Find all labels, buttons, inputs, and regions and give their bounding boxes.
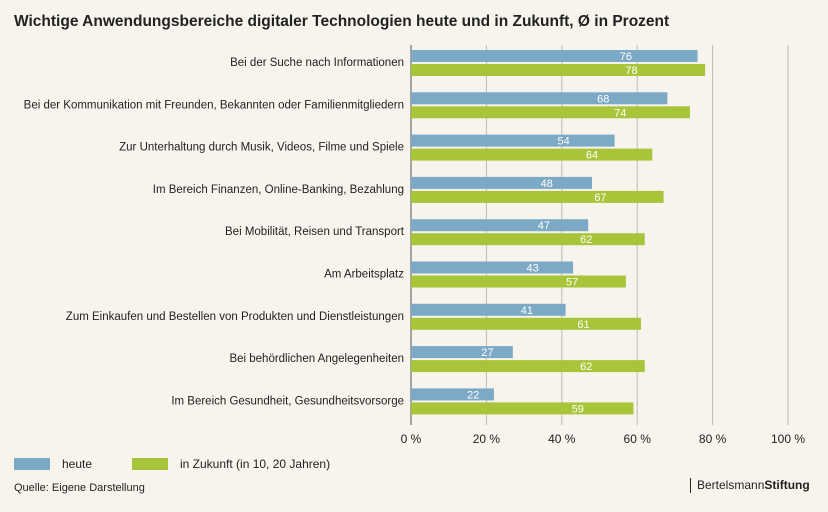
data-label-zukunft: 78	[625, 65, 637, 77]
x-tick-label: 20 %	[473, 432, 501, 446]
x-tick-label: 60 %	[624, 432, 652, 446]
data-label-zukunft: 74	[614, 107, 626, 119]
data-label-zukunft: 62	[580, 234, 592, 246]
brand-name-part1: Bertelsmann	[697, 478, 765, 492]
legend-label-zukunft: in Zukunft (in 10, 20 Jahren)	[180, 457, 331, 471]
bar-zukunft	[411, 64, 706, 76]
data-label-heute: 54	[558, 136, 570, 148]
legend-item-zukunft: in Zukunft (in 10, 20 Jahren)	[132, 457, 331, 471]
data-label-zukunft: 67	[594, 192, 606, 204]
brand-logo: BertelsmannStiftung	[690, 478, 810, 493]
bar-zukunft	[411, 148, 653, 161]
category-label: Im Bereich Gesundheit, Gesundheitsvorsor…	[171, 395, 404, 407]
bar-heute	[411, 134, 615, 147]
legend-label-heute: heute	[62, 457, 93, 471]
data-label-heute: 47	[538, 220, 550, 232]
data-label-heute: 22	[467, 389, 479, 401]
bar-heute	[411, 219, 589, 232]
bar-zukunft	[411, 190, 664, 203]
data-label-heute: 76	[620, 51, 632, 63]
bar-heute	[411, 303, 566, 316]
category-label: Bei der Kommunikation mit Freunden, Beka…	[24, 99, 404, 111]
data-label-heute: 27	[481, 347, 493, 359]
data-label-zukunft: 62	[580, 361, 592, 373]
category-label: Im Bereich Finanzen, Online-Banking, Bez…	[153, 184, 404, 196]
bar-zukunft	[411, 233, 645, 246]
x-tick-label: 80 %	[699, 432, 727, 446]
bar-zukunft	[411, 402, 634, 415]
chart-title: Wichtige Anwendungsbereiche digitaler Te…	[14, 13, 670, 30]
category-label: Am Arbeitsplatz	[324, 269, 404, 281]
category-label: Bei der Suche nach Informationen	[230, 57, 404, 69]
category-label: Bei Mobilität, Reisen und Transport	[225, 226, 405, 238]
legend-item-heute: heute	[14, 457, 93, 471]
source-note: Quelle: Eigene Darstellung	[14, 482, 145, 494]
bar-heute	[411, 176, 592, 189]
category-label: Zur Unterhaltung durch Musik, Videos, Fi…	[119, 142, 404, 154]
brand-name-part2: Stiftung	[764, 478, 810, 492]
x-tick-label: 40 %	[548, 432, 576, 446]
x-tick-label: 0 %	[401, 432, 422, 446]
data-label-zukunft: 57	[566, 277, 578, 289]
data-label-heute: 68	[597, 93, 609, 105]
category-label: Bei behördlichen Angelegenheiten	[229, 353, 404, 365]
bar-zukunft	[411, 275, 626, 288]
category-label: Zum Einkaufen und Bestellen von Produkte…	[66, 311, 404, 323]
bar-heute	[411, 50, 698, 62]
bar-zukunft	[411, 106, 690, 119]
data-label-heute: 41	[521, 305, 533, 317]
bar-heute	[411, 346, 513, 359]
legend-swatch-heute	[14, 458, 50, 470]
data-label-zukunft: 61	[577, 319, 589, 331]
bar-heute	[411, 261, 574, 274]
x-tick-label: 100 %	[771, 432, 805, 446]
data-label-zukunft: 64	[586, 150, 598, 162]
bar-zukunft	[411, 317, 641, 330]
legend-swatch-zukunft	[132, 458, 168, 470]
bar-zukunft	[411, 360, 645, 373]
data-label-heute: 48	[541, 178, 553, 190]
bar-heute	[411, 388, 494, 401]
data-label-heute: 43	[526, 263, 538, 275]
data-label-zukunft: 59	[572, 403, 584, 415]
bar-heute	[411, 92, 668, 105]
